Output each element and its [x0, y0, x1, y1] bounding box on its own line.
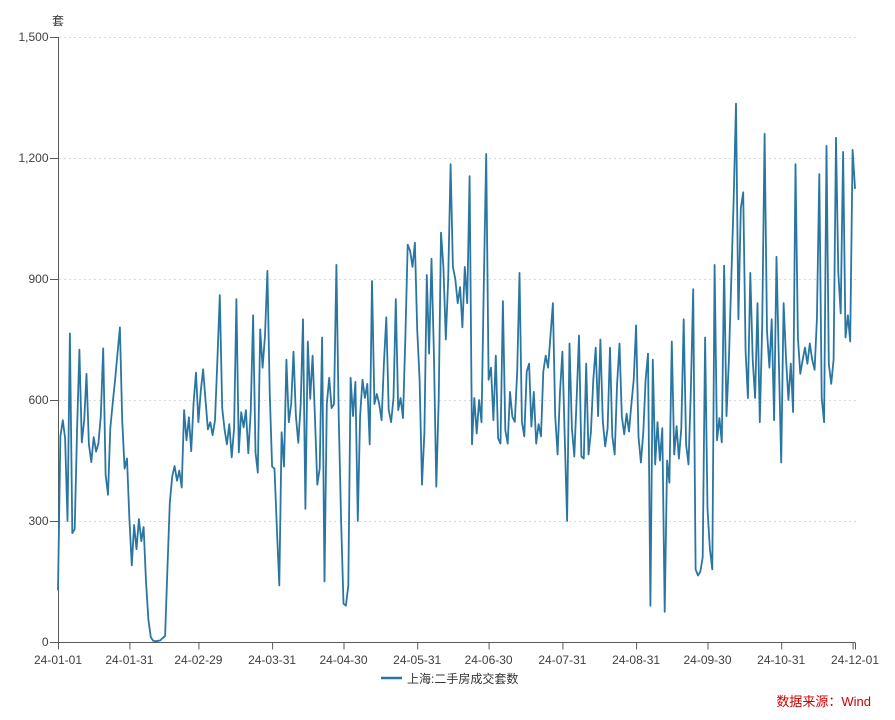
svg-text:24-10-31: 24-10-31 — [757, 653, 805, 667]
svg-text:0: 0 — [42, 635, 49, 649]
svg-text:24-08-31: 24-08-31 — [612, 653, 660, 667]
svg-text:600: 600 — [28, 393, 48, 407]
svg-text:套: 套 — [52, 14, 64, 28]
svg-text:1,500: 1,500 — [18, 30, 48, 44]
svg-text:1,200: 1,200 — [18, 151, 48, 165]
svg-text:24-06-30: 24-06-30 — [465, 653, 513, 667]
svg-text:数据来源：Wind: 数据来源：Wind — [776, 694, 871, 709]
svg-text:24-05-31: 24-05-31 — [393, 653, 441, 667]
svg-text:24-03-31: 24-03-31 — [248, 653, 296, 667]
svg-text:300: 300 — [28, 514, 48, 528]
svg-text:900: 900 — [28, 272, 48, 286]
svg-text:24-09-30: 24-09-30 — [683, 653, 731, 667]
svg-text:24-12-01: 24-12-01 — [831, 653, 879, 667]
svg-text:24-02-29: 24-02-29 — [174, 653, 222, 667]
svg-text:24-07-31: 24-07-31 — [538, 653, 586, 667]
svg-text:24-01-31: 24-01-31 — [105, 653, 153, 667]
svg-text:24-01-01: 24-01-01 — [34, 653, 82, 667]
svg-text:上海:二手房成交套数: 上海:二手房成交套数 — [407, 671, 518, 686]
svg-text:24-04-30: 24-04-30 — [319, 653, 367, 667]
